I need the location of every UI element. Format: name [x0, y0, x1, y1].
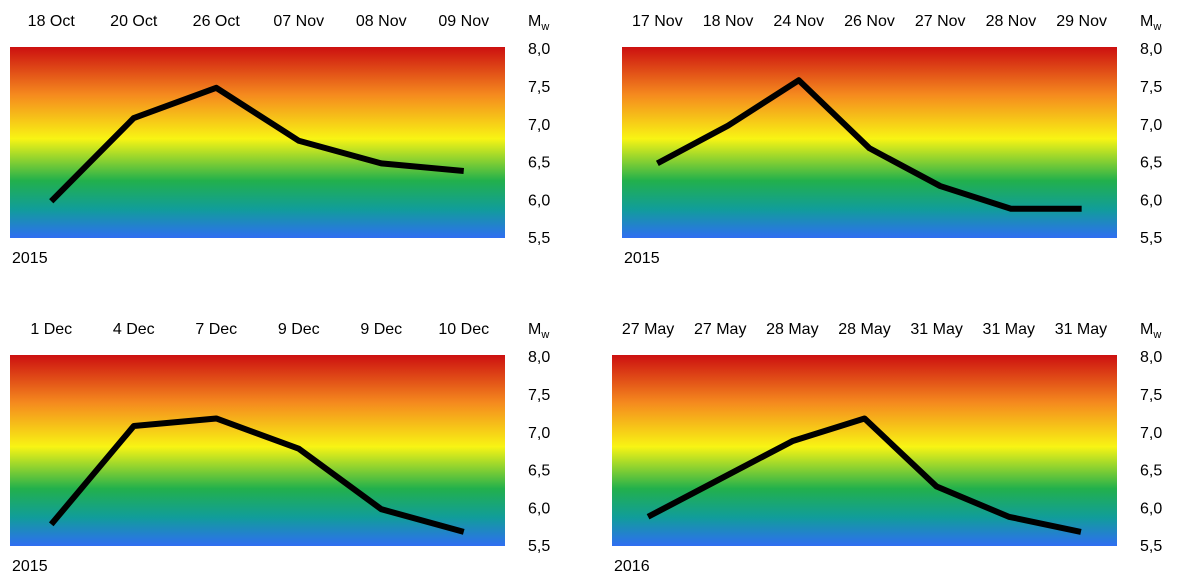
- y-axis-label: Mw: [528, 321, 549, 341]
- y-axis-label: Mw: [528, 13, 549, 33]
- y-tick-label: 8,0: [1140, 349, 1162, 366]
- data-line: [655, 77, 1082, 212]
- x-tick-label: 27 May: [694, 321, 746, 338]
- x-tick-label: 09 Nov: [438, 13, 489, 30]
- x-tick-label: 9 Dec: [278, 321, 320, 338]
- x-tick-label: 24 Nov: [773, 13, 824, 30]
- y-axis-label-sub: w: [540, 329, 549, 341]
- x-tick-label: 31 May: [983, 321, 1035, 338]
- x-tick-label: 31 May: [910, 321, 962, 338]
- x-tick-label: 20 Oct: [110, 13, 158, 30]
- y-tick-label: 7,0: [1140, 425, 1162, 442]
- year-label: 2015: [12, 250, 48, 267]
- y-axis-label-main: M: [1140, 321, 1153, 338]
- data-line: [646, 415, 1082, 535]
- y-tick-label: 7,5: [1140, 387, 1162, 404]
- x-tick-label: 1 Dec: [30, 321, 72, 338]
- y-tick-label: 7,0: [1140, 117, 1162, 134]
- y-axis-label: Mw: [1140, 13, 1161, 33]
- y-tick-label: 6,0: [1140, 500, 1162, 517]
- y-axis-label-main: M: [528, 321, 541, 338]
- data-line: [49, 84, 465, 204]
- year-label: 2015: [12, 558, 48, 575]
- x-tick-label: 29 Nov: [1056, 13, 1107, 30]
- x-tick-label: 27 Nov: [915, 13, 966, 30]
- y-tick-label: 8,0: [528, 349, 550, 366]
- y-tick-label: 7,5: [528, 387, 550, 404]
- y-tick-label: 6,0: [528, 500, 550, 517]
- y-tick-label: 7,0: [528, 425, 550, 442]
- x-tick-label: 17 Nov: [632, 13, 683, 30]
- y-tick-label: 5,5: [528, 230, 550, 247]
- y-axis-label-sub: w: [1152, 329, 1161, 341]
- data-line: [48, 415, 465, 535]
- y-tick-label: 6,0: [528, 192, 550, 209]
- x-tick-label: 26 Oct: [193, 13, 241, 30]
- y-tick-label: 7,5: [1140, 79, 1162, 96]
- x-tick-label: 4 Dec: [113, 321, 155, 338]
- plot-area: [612, 355, 1117, 546]
- x-tick-label: 10 Dec: [438, 321, 489, 338]
- x-tick-label: 7 Dec: [195, 321, 237, 338]
- y-tick-label: 6,5: [1140, 155, 1162, 172]
- x-tick-label: 26 Nov: [844, 13, 895, 30]
- y-tick-label: 5,5: [528, 538, 550, 555]
- x-tick-label: 28 May: [766, 321, 818, 338]
- y-tick-label: 6,5: [528, 155, 550, 172]
- y-axis-label-main: M: [528, 13, 541, 30]
- x-tick-label: 9 Dec: [360, 321, 402, 338]
- x-tick-label: 07 Nov: [273, 13, 324, 30]
- y-tick-label: 7,5: [528, 79, 550, 96]
- x-tick-label: 18 Nov: [703, 13, 754, 30]
- y-axis-label-main: M: [1140, 13, 1153, 30]
- x-tick-label: 18 Oct: [28, 13, 76, 30]
- y-tick-label: 6,5: [1140, 463, 1162, 480]
- y-tick-label: 8,0: [1140, 41, 1162, 58]
- year-label: 2015: [624, 250, 660, 267]
- x-tick-label: 28 May: [838, 321, 890, 338]
- plot-area: [10, 355, 505, 546]
- y-axis-label-sub: w: [540, 21, 549, 33]
- x-tick-label: 08 Nov: [356, 13, 407, 30]
- y-tick-label: 5,5: [1140, 230, 1162, 247]
- y-tick-label: 6,0: [1140, 192, 1162, 209]
- y-axis-label: Mw: [1140, 321, 1161, 341]
- x-tick-label: 28 Nov: [986, 13, 1037, 30]
- x-tick-label: 27 May: [622, 321, 674, 338]
- year-label: 2016: [614, 558, 650, 575]
- y-tick-label: 6,5: [528, 463, 550, 480]
- plot-area: [10, 47, 505, 238]
- y-tick-label: 8,0: [528, 41, 550, 58]
- y-axis-label-sub: w: [1152, 21, 1161, 33]
- y-tick-label: 5,5: [1140, 538, 1162, 555]
- x-tick-label: 31 May: [1055, 321, 1107, 338]
- y-tick-label: 7,0: [528, 117, 550, 134]
